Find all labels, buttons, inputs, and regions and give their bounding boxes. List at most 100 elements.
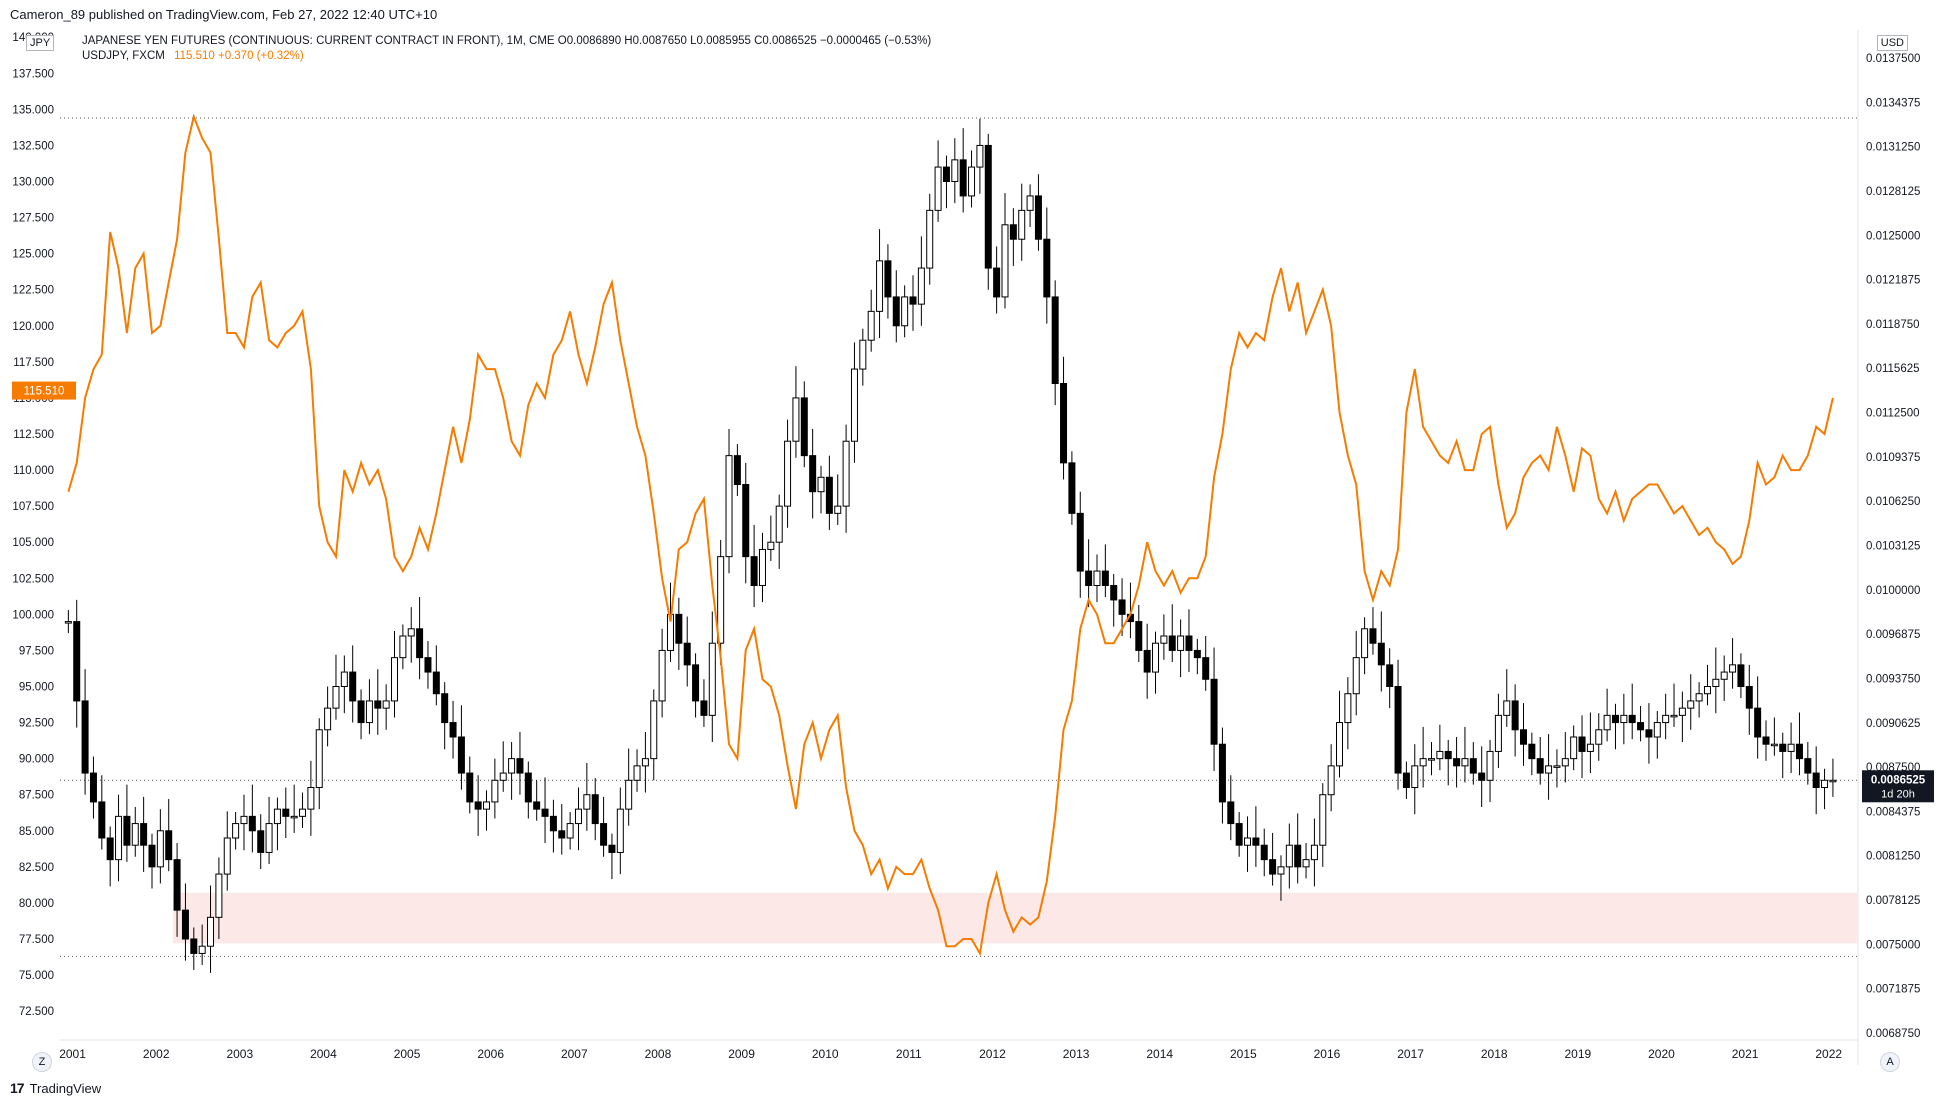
candle bbox=[892, 270, 900, 343]
candle bbox=[1528, 732, 1536, 776]
candle-body-up bbox=[767, 541, 775, 550]
candle-body-down bbox=[1536, 758, 1544, 774]
candle-body-up bbox=[625, 779, 633, 810]
candle-body-up bbox=[917, 267, 925, 305]
candle-body-up bbox=[1361, 628, 1369, 659]
candle-body-down bbox=[1386, 664, 1394, 687]
candle-body-down bbox=[449, 722, 457, 738]
candle bbox=[1770, 717, 1778, 756]
candle bbox=[1227, 775, 1235, 841]
candle bbox=[299, 792, 307, 828]
candle bbox=[1369, 607, 1377, 655]
candle-body-down bbox=[1804, 758, 1812, 774]
candle bbox=[64, 610, 72, 634]
candle bbox=[926, 193, 934, 285]
candle bbox=[1344, 677, 1352, 750]
candle bbox=[449, 700, 457, 759]
left-scale-badge[interactable]: JPY bbox=[26, 35, 55, 51]
candle bbox=[600, 796, 608, 857]
candle-body-down bbox=[424, 657, 432, 673]
usdjpy-line-layer bbox=[67, 113, 1834, 957]
left-tick-label: 110.000 bbox=[13, 465, 54, 477]
candle bbox=[1637, 705, 1645, 742]
right-tick-label: 0.0121875 bbox=[1866, 275, 1920, 287]
candle bbox=[81, 669, 89, 795]
candle bbox=[156, 809, 164, 884]
candle-body-down bbox=[1637, 722, 1645, 731]
footer-brand[interactable]: 17 TradingView bbox=[10, 1080, 101, 1096]
candle-body-up bbox=[115, 815, 123, 861]
candle bbox=[984, 133, 992, 290]
candle-body-up bbox=[508, 758, 516, 774]
candle bbox=[1444, 739, 1452, 786]
candle-body-up bbox=[583, 794, 591, 810]
candle bbox=[1453, 737, 1461, 788]
x-tick-label: 2001 bbox=[59, 1047, 86, 1061]
candle bbox=[1352, 630, 1360, 716]
candle-body-up bbox=[1461, 758, 1469, 767]
candle bbox=[959, 128, 967, 213]
candle bbox=[1519, 703, 1527, 766]
candle bbox=[1712, 647, 1720, 714]
right-tick-label: 0.0100000 bbox=[1866, 585, 1920, 597]
candle-body-up bbox=[1436, 750, 1444, 760]
candle bbox=[524, 761, 532, 819]
candle bbox=[1051, 280, 1059, 406]
x-tick-label: 2013 bbox=[1063, 1047, 1090, 1061]
left-tick-label: 77.500 bbox=[19, 934, 54, 946]
candle-body-down bbox=[374, 700, 382, 709]
candle-body-down bbox=[733, 455, 741, 485]
candle-body-up bbox=[340, 671, 348, 687]
x-tick-label: 2022 bbox=[1815, 1047, 1842, 1061]
right-tick-label: 0.0084375 bbox=[1866, 806, 1920, 818]
candle bbox=[583, 762, 591, 831]
left-tick-label: 85.000 bbox=[19, 826, 54, 838]
candle-body-up bbox=[616, 808, 624, 853]
candle bbox=[1561, 731, 1569, 783]
right-tick-label: 0.0078125 bbox=[1866, 895, 1920, 907]
right-scale-badge[interactable]: USD bbox=[1876, 35, 1908, 51]
candle bbox=[215, 857, 223, 939]
candle bbox=[1085, 539, 1093, 608]
candle-body-down bbox=[1628, 714, 1636, 724]
candle-body-down bbox=[1227, 801, 1235, 825]
auto-scale-button[interactable]: A bbox=[1880, 1052, 1900, 1072]
candle bbox=[340, 655, 348, 714]
candle-body-down bbox=[123, 815, 131, 846]
candle-body-down bbox=[1101, 570, 1109, 586]
candle-body-up bbox=[574, 808, 582, 825]
candle bbox=[1244, 816, 1252, 872]
candle bbox=[190, 927, 198, 971]
candle bbox=[683, 616, 691, 687]
right-tick-label: 0.0118750 bbox=[1866, 319, 1920, 331]
candle-body-down bbox=[683, 642, 691, 666]
left-tick-label: 107.500 bbox=[12, 501, 54, 513]
usdjpy-line bbox=[67, 113, 1834, 957]
candle bbox=[1093, 554, 1101, 603]
zoom-reset-button[interactable]: Z bbox=[32, 1052, 52, 1072]
candle-body-up bbox=[1545, 765, 1553, 774]
candle bbox=[733, 444, 741, 497]
candle-body-down bbox=[1444, 750, 1452, 760]
candle bbox=[382, 684, 390, 730]
candle bbox=[809, 428, 817, 519]
left-tick-label: 112.500 bbox=[13, 429, 54, 441]
candle-body-down bbox=[148, 844, 156, 868]
left-tick-label: 120.000 bbox=[12, 321, 54, 333]
candle-body-down bbox=[1185, 635, 1193, 651]
candle-body-down bbox=[173, 859, 181, 911]
candle-body-down bbox=[257, 830, 265, 853]
candle bbox=[1570, 725, 1578, 771]
left-tick-label: 80.000 bbox=[19, 898, 54, 910]
candle-body-up bbox=[876, 260, 884, 312]
candle bbox=[1277, 855, 1285, 901]
candle bbox=[173, 843, 181, 937]
legend-series-usdjpy: USDJPY, FXCM 115.510 +0.370 (+0.32%) bbox=[82, 49, 931, 64]
candle bbox=[1586, 712, 1594, 774]
candle bbox=[1101, 544, 1109, 598]
candle-body-up bbox=[926, 209, 934, 269]
candle bbox=[1302, 843, 1310, 879]
candle-body-up bbox=[1285, 844, 1293, 868]
candle-body-down bbox=[1519, 729, 1527, 745]
